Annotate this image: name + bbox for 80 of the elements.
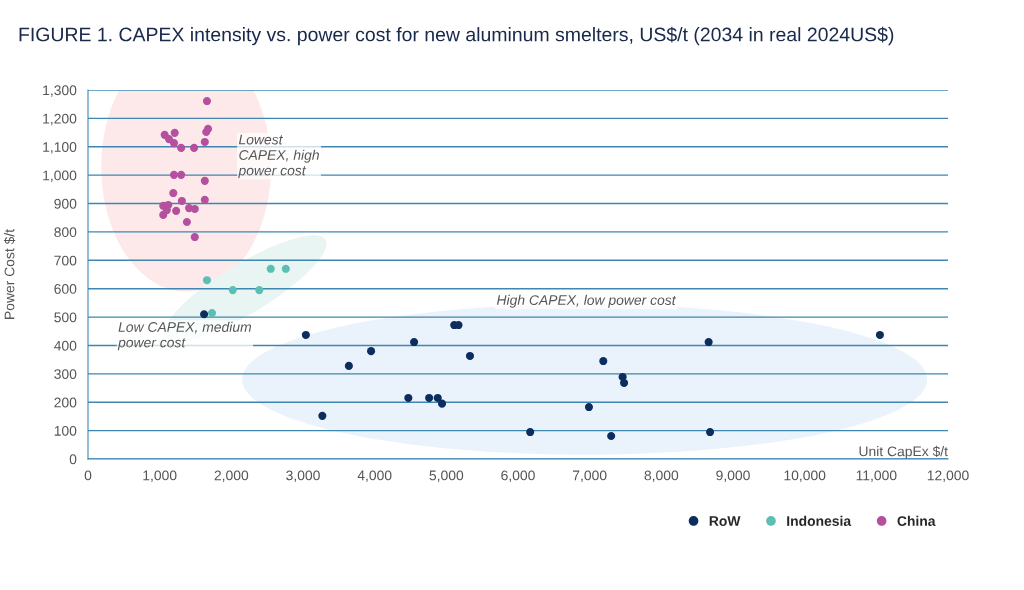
point [190, 143, 199, 152]
x-tick-label: 6,000 [501, 470, 535, 482]
point [433, 393, 442, 403]
y-tick-label: 500 [54, 312, 77, 323]
point [281, 264, 290, 273]
point [584, 403, 593, 412]
point [425, 393, 434, 403]
y-tick-label: 1,300 [43, 85, 77, 97]
point [526, 427, 535, 437]
point [599, 357, 608, 366]
y-tick-label: 900 [54, 198, 77, 209]
x-tick-label: 11,000 [856, 470, 897, 482]
y-tick-label: 1,100 [43, 142, 77, 154]
point [607, 431, 616, 441]
point [704, 338, 713, 347]
y-tick-label: 0 [69, 454, 77, 465]
y-axis-title: Power Cost $/t [3, 229, 16, 319]
x-tick-label: 3,000 [286, 470, 320, 482]
y-tick-label: 200 [54, 397, 77, 408]
y-tick-label: 400 [54, 340, 77, 351]
point [207, 309, 217, 318]
point [172, 206, 181, 215]
point [620, 378, 629, 387]
point [404, 393, 413, 403]
y-tick-label: 300 [54, 369, 77, 380]
point [200, 176, 209, 185]
y-tick-label: 600 [54, 284, 77, 294]
x-tick-label: 2,000 [214, 470, 249, 482]
x-tick-label: 0 [84, 470, 92, 481]
point [367, 347, 376, 356]
point [465, 351, 475, 361]
point [200, 137, 209, 146]
point [410, 338, 419, 347]
point [182, 217, 191, 227]
y-tick-label: 100 [54, 425, 77, 436]
point [203, 124, 213, 133]
point [177, 170, 186, 179]
point [875, 330, 884, 340]
point [164, 135, 174, 144]
point [301, 330, 310, 340]
point [170, 128, 179, 137]
y-tick-label: 700 [54, 255, 77, 266]
x-tick-label: 8,000 [644, 470, 679, 482]
point [169, 188, 178, 198]
point [202, 97, 212, 106]
point [200, 195, 209, 204]
point [190, 232, 199, 242]
x-tick-label: 7,000 [573, 470, 607, 482]
point [318, 411, 327, 420]
y-tick-label: 800 [54, 227, 77, 238]
point [177, 143, 186, 152]
annotation: Lowest CAPEX, high power cost [238, 134, 319, 179]
y-tick-label: 1,200 [43, 113, 77, 126]
point [190, 204, 199, 213]
x-tick-label: 5,000 [429, 470, 464, 482]
point [706, 427, 715, 437]
legend-label: Indonesia [787, 515, 852, 526]
chart-title: FIGURE 1. CAPEX intensity vs. power cost for new aluminum smelters, US$/t (2034 in real 2024US$) [19, 26, 894, 46]
point [255, 286, 264, 295]
point [228, 286, 237, 295]
point [177, 196, 186, 206]
point [202, 276, 212, 285]
x-tick-label: 12,000 [927, 470, 969, 482]
point [159, 210, 168, 219]
x-axis-title: Unit CapEx $/t [859, 445, 948, 459]
point [200, 310, 209, 319]
x-tick-label: 9,000 [716, 470, 750, 482]
x-tick-label: 10,000 [784, 470, 826, 482]
y-tick-label: 1,000 [43, 170, 77, 182]
legend-label: China [897, 515, 936, 526]
annotation: High CAPEX, low power cost [496, 294, 677, 308]
point [169, 139, 179, 148]
point [437, 399, 447, 408]
legend-label: RoW [709, 516, 741, 526]
annotation: Low CAPEX, medium power cost [117, 321, 251, 351]
point [266, 264, 275, 273]
point [169, 170, 179, 179]
x-tick-label: 1,000 [143, 470, 177, 482]
point [344, 361, 353, 370]
x-tick-label: 4,000 [357, 470, 392, 482]
